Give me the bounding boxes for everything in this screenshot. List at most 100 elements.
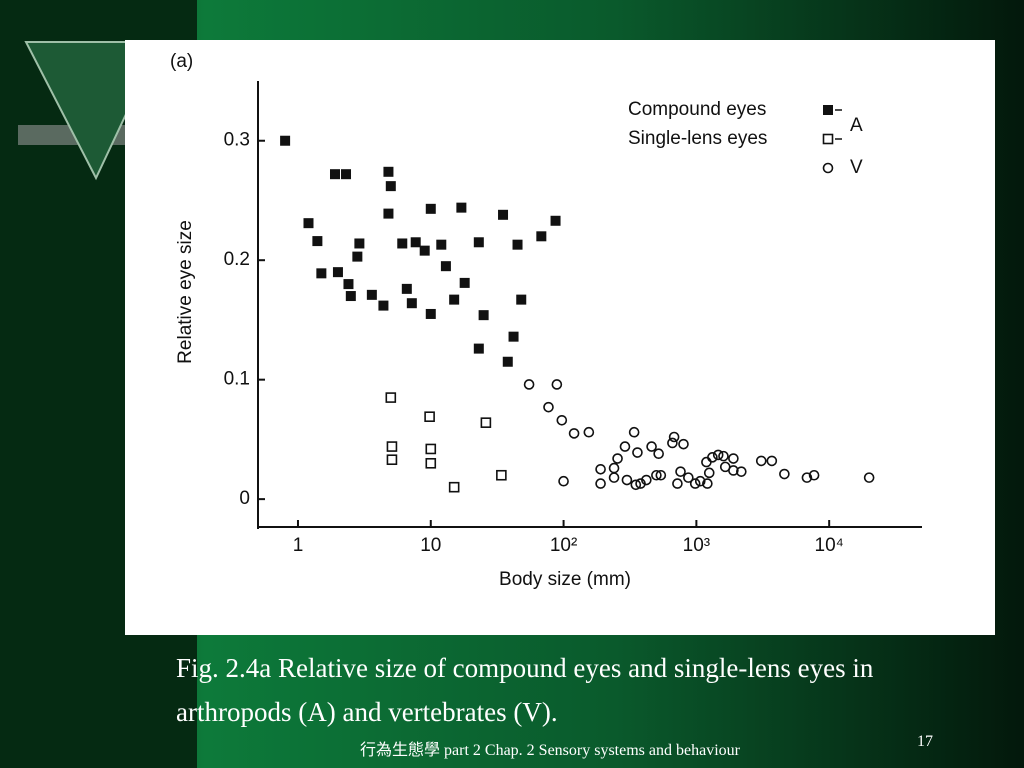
x-tick-label: 10⁴ xyxy=(815,535,844,556)
point xyxy=(456,202,467,213)
point xyxy=(329,169,340,180)
x-tick-label: 1 xyxy=(293,535,304,556)
point xyxy=(508,331,519,342)
point xyxy=(385,392,397,403)
legend-marker xyxy=(822,162,834,174)
point xyxy=(354,238,365,249)
point xyxy=(280,135,291,146)
point xyxy=(383,208,394,219)
point xyxy=(425,443,437,455)
point xyxy=(378,300,389,311)
point xyxy=(728,465,739,476)
y-tick-label: 0.3 xyxy=(224,130,250,151)
point xyxy=(689,478,701,489)
point xyxy=(551,379,563,390)
point xyxy=(621,474,633,486)
point xyxy=(512,239,523,250)
point xyxy=(352,251,363,262)
point xyxy=(641,474,652,486)
y-tick-label: 0.1 xyxy=(224,369,250,390)
legend-marker xyxy=(823,105,833,115)
point xyxy=(672,478,683,489)
point xyxy=(766,455,778,467)
figure-panel xyxy=(125,40,995,635)
point xyxy=(449,294,460,305)
point xyxy=(502,356,513,367)
point xyxy=(303,218,314,229)
legend-label: V xyxy=(850,157,863,178)
point xyxy=(543,401,554,413)
y-axis-label: Relative eye size xyxy=(175,220,196,364)
x-tick-label: 10² xyxy=(550,535,577,556)
point xyxy=(630,479,642,491)
point xyxy=(498,209,509,220)
point xyxy=(595,478,606,489)
point xyxy=(332,267,343,278)
point xyxy=(646,441,657,452)
point xyxy=(366,289,377,300)
legend-label: Single-lens eyes xyxy=(628,128,767,149)
caption: Fig. 2.4a Relative size of compound eyes… xyxy=(176,653,874,727)
point xyxy=(410,237,421,248)
point xyxy=(425,457,437,469)
point xyxy=(632,447,643,458)
point xyxy=(316,268,327,279)
point xyxy=(583,426,595,438)
y-tick-label: 0 xyxy=(239,488,250,509)
point xyxy=(568,428,580,439)
point xyxy=(703,467,715,479)
point xyxy=(516,294,527,305)
point xyxy=(523,379,535,390)
point xyxy=(480,417,492,428)
point xyxy=(406,298,417,309)
point xyxy=(712,449,724,461)
panel-label: (a) xyxy=(170,51,193,72)
point xyxy=(397,238,408,249)
point xyxy=(755,455,767,467)
point xyxy=(536,231,547,242)
point xyxy=(556,414,568,426)
x-axis-label: Body size (mm) xyxy=(499,569,631,590)
point xyxy=(386,454,398,466)
point xyxy=(419,245,430,256)
point xyxy=(386,441,398,452)
y-tick-label: 0.2 xyxy=(224,249,250,270)
point xyxy=(448,481,460,493)
point xyxy=(683,472,694,483)
point xyxy=(312,236,323,247)
footer: 行為生態學 part 2 Chap. 2 Sensory systems and… xyxy=(360,742,740,759)
point xyxy=(383,166,394,177)
point xyxy=(678,438,689,450)
point xyxy=(628,426,640,438)
point xyxy=(496,469,507,481)
point xyxy=(345,291,356,302)
point xyxy=(473,237,484,248)
point xyxy=(619,441,631,452)
point xyxy=(702,478,713,489)
point xyxy=(655,469,667,481)
page-number: 17 xyxy=(917,733,933,750)
point xyxy=(459,277,470,288)
point xyxy=(667,437,678,449)
point xyxy=(668,431,680,443)
point xyxy=(808,469,820,481)
legend-group-label: A xyxy=(850,115,863,136)
x-tick-label: 10³ xyxy=(683,535,710,556)
point xyxy=(424,411,435,423)
point xyxy=(558,475,569,487)
point xyxy=(675,466,686,477)
point xyxy=(385,181,396,192)
legend-label: Compound eyes xyxy=(628,99,766,120)
point xyxy=(473,343,484,354)
point xyxy=(550,215,561,226)
point xyxy=(608,472,620,483)
point xyxy=(436,239,447,250)
x-tick-label: 10 xyxy=(420,535,441,556)
point xyxy=(653,448,664,460)
point xyxy=(478,310,489,321)
point xyxy=(343,279,354,290)
point xyxy=(736,466,747,477)
point xyxy=(425,203,436,214)
